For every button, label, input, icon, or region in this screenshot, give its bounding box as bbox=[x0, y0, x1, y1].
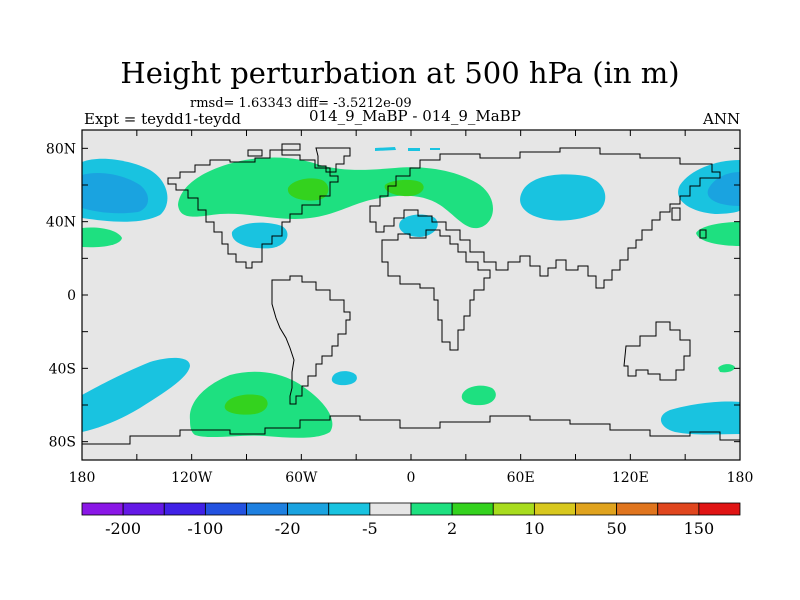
colorbar-label: 150 bbox=[684, 519, 715, 538]
contour-positive-west-edge bbox=[82, 227, 122, 248]
colorbar-swatch bbox=[533, 502, 576, 516]
contour-negative-southern-ocean bbox=[660, 401, 740, 435]
colorbar-swatch bbox=[657, 502, 700, 516]
colorbar-label: -200 bbox=[105, 519, 141, 538]
contour-positive-small-east bbox=[718, 364, 735, 373]
contour-positive-south-indian bbox=[461, 385, 496, 406]
colorbar-swatch bbox=[616, 502, 659, 516]
colorbar-swatch bbox=[451, 502, 494, 516]
contour-positive-northern-core-2 bbox=[384, 179, 424, 197]
contour-positive-east-edge bbox=[696, 222, 740, 246]
colorbar-swatch bbox=[369, 502, 412, 516]
colorbar-swatch bbox=[492, 502, 535, 516]
lat-label: 80S bbox=[49, 435, 76, 451]
colorbar-label: -100 bbox=[187, 519, 223, 538]
coastline-south-america bbox=[271, 275, 351, 405]
lon-label: 180 bbox=[727, 470, 754, 486]
lat-label: 0 bbox=[67, 288, 76, 304]
lat-label: 40N bbox=[46, 215, 76, 231]
lon-label: 60E bbox=[507, 470, 535, 486]
contour-positive-northern-band bbox=[178, 157, 493, 229]
colorbar-label: 10 bbox=[524, 519, 544, 538]
case-subtitle: 014_9_MaBP - 014_9_MaBP bbox=[309, 107, 521, 125]
colorbar-swatch bbox=[575, 502, 618, 516]
lon-label: 120E bbox=[612, 470, 649, 486]
axis-ticks bbox=[81, 130, 741, 460]
lon-label: 180 bbox=[69, 470, 96, 486]
contour-fills bbox=[82, 147, 740, 438]
coastline-greenland bbox=[315, 147, 351, 173]
contour-positive-northern-core-1 bbox=[287, 178, 329, 201]
colorbar-swatch bbox=[204, 502, 247, 516]
season-label: ANN bbox=[703, 110, 741, 128]
colorbar-swatch bbox=[246, 502, 289, 516]
colorbar-swatch bbox=[328, 502, 371, 516]
coastline-africa-eurasia bbox=[381, 229, 491, 351]
contour-negative-asia bbox=[520, 174, 606, 221]
colorbar-label: -20 bbox=[275, 519, 301, 538]
rmsd-diff-stats: rmsd= 1.63343 diff= -3.5212e-09 bbox=[190, 96, 412, 111]
colorbar-swatch bbox=[81, 502, 124, 516]
lon-label: 60W bbox=[285, 470, 318, 486]
colorbar-label: -5 bbox=[362, 519, 378, 538]
coastline-north-america bbox=[167, 149, 339, 269]
lat-label: 80N bbox=[46, 141, 76, 157]
colorbar-swatch bbox=[287, 502, 330, 516]
page-title: Height perturbation at 500 hPa (in m) bbox=[120, 56, 680, 90]
colorbar-label: 50 bbox=[606, 519, 626, 538]
contour-negative-north-america bbox=[231, 222, 288, 249]
colorbar-swatch bbox=[122, 502, 165, 516]
lat-label: 40S bbox=[49, 361, 76, 377]
axis-labels: 80N 40N 0 40S 80S 180 120W 60W 0 60E 120E 180 bbox=[46, 141, 753, 486]
colorbar bbox=[81, 502, 741, 516]
lon-label: 0 bbox=[407, 470, 416, 486]
contour-positive-south-pacific-core bbox=[224, 394, 268, 415]
coastline-antarctica bbox=[82, 415, 740, 445]
coastline-australia bbox=[623, 321, 691, 381]
coastline-arctic-islands bbox=[247, 143, 301, 157]
contour-negative-arctic-dots bbox=[375, 147, 440, 151]
coastline-eurasia-north bbox=[369, 147, 721, 289]
colorbar-swatch bbox=[410, 502, 453, 516]
contour-negative-nw-pacific-core bbox=[82, 173, 149, 214]
contour-negative-south-pacific bbox=[82, 357, 190, 432]
colorbar-labels: -200 -100 -20 -5 2 10 50 150 bbox=[105, 519, 714, 538]
experiment-label: Expt = teydd1-teydd bbox=[84, 110, 241, 128]
colorbar-label: 2 bbox=[447, 519, 457, 538]
contour-negative-europe bbox=[399, 214, 438, 237]
contour-negative-south-atlantic bbox=[331, 371, 357, 386]
colorbar-swatch bbox=[698, 502, 741, 516]
lon-label: 120W bbox=[171, 470, 213, 486]
coastline-japan bbox=[671, 207, 707, 239]
contour-negative-ne-pacific-core bbox=[707, 172, 740, 206]
colorbar-swatch bbox=[163, 502, 206, 516]
coastlines bbox=[82, 143, 740, 445]
